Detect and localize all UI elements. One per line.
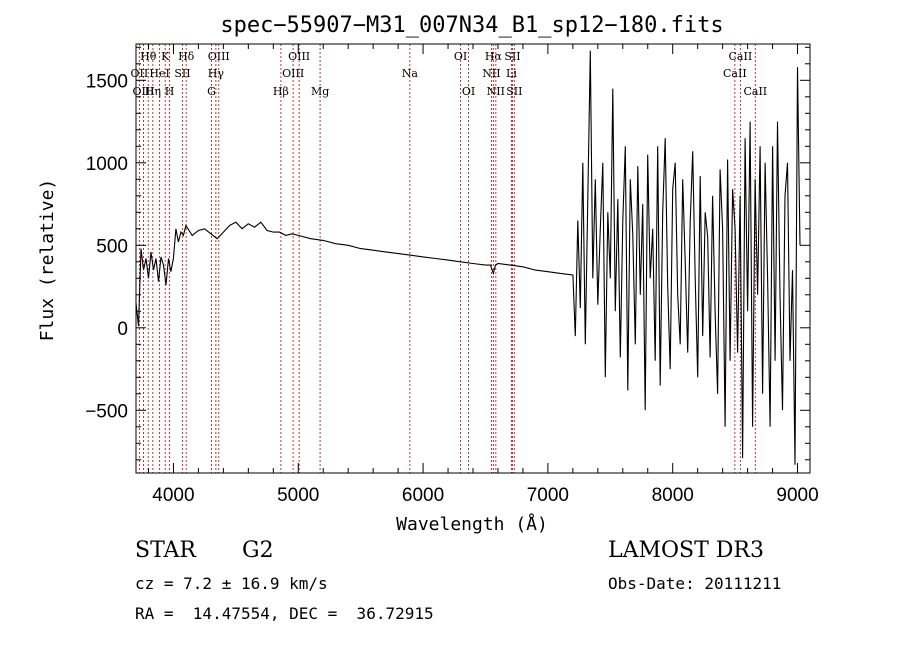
emission-line-label: Hγ — [208, 67, 225, 80]
x-axis-label: Wavelength (Å) — [396, 513, 548, 535]
y-tick-label: 1000 — [86, 154, 128, 175]
obs-date: Obs-Date: 20111211 — [608, 574, 782, 593]
chart-title: spec−55907−M31_007N34_B1_sp12−180.fits — [220, 13, 723, 38]
emission-line-label: OIII — [282, 67, 304, 80]
y-tick-label: 1500 — [86, 71, 128, 92]
y-tick-label: 0 — [117, 319, 128, 340]
emission-line-label: Na — [402, 67, 419, 80]
emission-line-label: OIII — [288, 50, 310, 63]
y-axis-label: Flux (relative) — [37, 179, 58, 342]
emission-line-label: OII — [131, 67, 149, 80]
emission-line-label: NII — [487, 85, 505, 98]
star-subclass: G2 — [242, 538, 274, 563]
emission-line-label: Hη — [145, 85, 161, 98]
emission-line-label: Li — [506, 67, 517, 80]
star-class: STAR — [135, 538, 196, 563]
emission-line-markers — [138, 44, 756, 473]
spectrum-line — [135, 50, 801, 465]
emission-line-label: Hα — [485, 50, 503, 63]
emission-line-label: Hδ — [178, 50, 195, 63]
emission-line-label: OIII — [132, 85, 154, 98]
emission-line-label: CaII — [723, 67, 747, 80]
emission-line-label: H — [165, 85, 175, 98]
x-tick-label: 6000 — [402, 485, 444, 506]
emission-line-label: G — [207, 85, 216, 98]
x-tick-label: 9000 — [776, 485, 818, 506]
emission-line-label: K — [161, 50, 170, 63]
redshift-text: cz = 7.2 ± 16.9 km/s — [135, 574, 328, 593]
coordinates: RA = 14.47554, DEC = 36.72915 — [135, 604, 434, 623]
emission-line-label: OIII — [208, 50, 230, 63]
emission-line-label: SII — [174, 67, 190, 80]
emission-line-label: SII — [504, 50, 520, 63]
survey-name: LAMOST DR3 — [608, 538, 764, 563]
emission-line-labels: HθOIIOIIIHηHeIKHSIIHδGOIIIHγHβOIIIOIIIMg… — [131, 50, 768, 98]
emission-line-label: Hβ — [273, 85, 289, 98]
emission-line-label: Hθ — [140, 50, 157, 63]
x-tick-label: 4000 — [152, 485, 194, 506]
emission-line-label: CaII — [743, 85, 767, 98]
x-tick-label: 8000 — [652, 485, 694, 506]
x-tick-label: 7000 — [527, 485, 569, 506]
x-tick-label: 5000 — [277, 485, 319, 506]
emission-line-label: OI — [462, 85, 475, 98]
y-tick-label: 500 — [96, 236, 128, 257]
emission-line-label: NII — [482, 67, 500, 80]
emission-line-label: HeI — [149, 67, 169, 80]
plot-frame — [135, 43, 811, 474]
axis-ticks: 4000 5000 6000 7000 8000 9000 −500 0 500 1000 1500 — [85, 44, 819, 506]
y-tick-label: −500 — [85, 401, 128, 422]
emission-line-label: CaII — [729, 50, 753, 63]
emission-line-label: SII — [506, 85, 522, 98]
emission-line-label: Mg — [311, 85, 329, 98]
emission-line-label: OI — [454, 50, 467, 63]
